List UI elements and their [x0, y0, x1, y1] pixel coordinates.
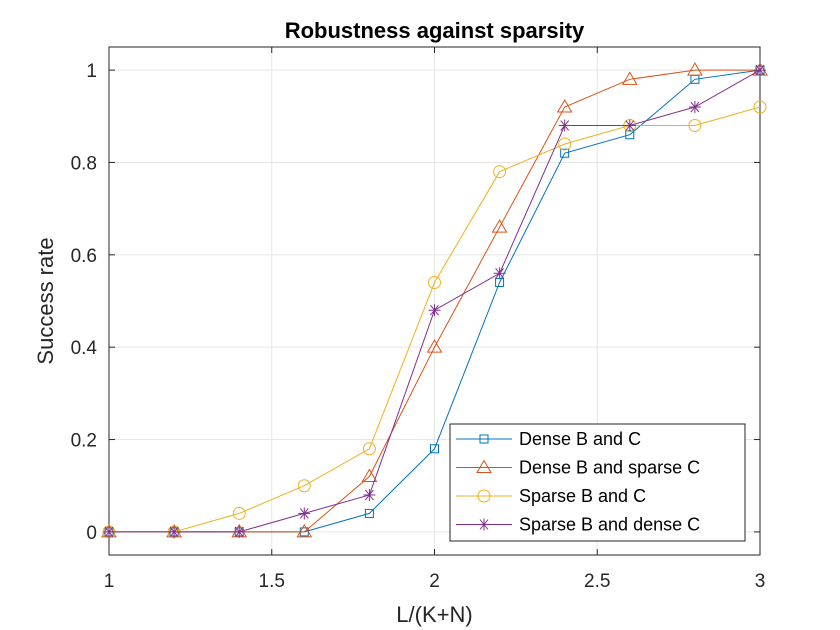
x-tick-label: 2 — [429, 571, 440, 592]
data-point-triangle — [556, 99, 573, 113]
data-point-triangle — [426, 339, 443, 353]
x-tick-label: 2.5 — [584, 571, 610, 592]
data-point-square — [364, 508, 374, 518]
x-tick-label: 3 — [755, 571, 766, 592]
x-tick-label: 1.5 — [259, 571, 285, 592]
legend: Dense B and C Dense B and sparse C Sparse … — [449, 423, 746, 542]
y-tick-label: 0.6 — [71, 246, 97, 267]
y-axis-title: Success rate — [33, 237, 58, 364]
data-point-circle — [362, 442, 376, 456]
data-point-asterisk — [168, 525, 181, 538]
data-point-square — [430, 444, 439, 454]
data-point-circle — [688, 119, 702, 133]
axis-ticks: 1 1.5 2 2.5 3 0 0.2 0.4 0.6 0.8 1 — [71, 47, 766, 592]
data-point-asterisk — [688, 101, 701, 114]
y-tick-label: 0.8 — [71, 153, 97, 174]
data-point-circle — [428, 276, 441, 290]
y-tick-label: 0.4 — [71, 338, 98, 359]
x-axis-title: L/(K+N) — [396, 602, 472, 627]
data-point-asterisk — [103, 525, 115, 538]
data-point-triangle — [491, 219, 508, 233]
legend-item: Sparse B and dense C — [456, 515, 700, 535]
legend-label: Sparse B and C — [519, 486, 646, 506]
data-point-asterisk — [233, 525, 246, 538]
data-series — [101, 62, 768, 539]
legend-item: Sparse B and C — [456, 486, 646, 506]
data-point-triangle — [361, 468, 378, 482]
data-point-asterisk — [558, 119, 571, 132]
data-point-asterisk — [478, 518, 490, 531]
legend-item: Dense B and sparse C — [456, 458, 700, 478]
data-point-asterisk — [428, 304, 441, 317]
y-tick-label: 0.2 — [71, 431, 97, 452]
x-tick-label: 1 — [104, 571, 115, 592]
data-point-triangle — [476, 459, 492, 473]
data-point-circle — [232, 506, 246, 520]
data-point-square — [560, 148, 570, 158]
grid-lines — [108, 47, 761, 555]
data-point-asterisk — [363, 488, 376, 501]
legend-box — [449, 423, 746, 542]
legend-label: Dense B and C — [519, 429, 641, 449]
legend-item: Dense B and C — [456, 429, 641, 449]
data-point-asterisk — [493, 267, 506, 280]
data-point-circle — [477, 489, 491, 503]
legend-label: Sparse B and dense C — [519, 515, 700, 535]
series-sparse-b-and-dense-c — [103, 64, 766, 538]
y-tick-label: 0 — [86, 523, 97, 544]
data-point-asterisk — [754, 64, 766, 77]
chart-title: Robustness against sparsity — [285, 18, 585, 43]
legend-label: Dense B and sparse C — [519, 458, 700, 478]
data-point-asterisk — [298, 507, 311, 520]
data-point-triangle — [687, 62, 703, 76]
data-point-square — [479, 434, 489, 444]
data-point-circle — [493, 165, 507, 179]
data-point-triangle — [621, 71, 638, 85]
data-point-triangle — [296, 523, 313, 538]
data-point-circle — [558, 137, 572, 151]
y-tick-label: 1 — [86, 61, 97, 82]
data-point-asterisk — [623, 119, 636, 132]
data-point-circle — [297, 479, 311, 493]
series-line — [109, 106, 761, 533]
data-point-circle — [753, 100, 767, 114]
